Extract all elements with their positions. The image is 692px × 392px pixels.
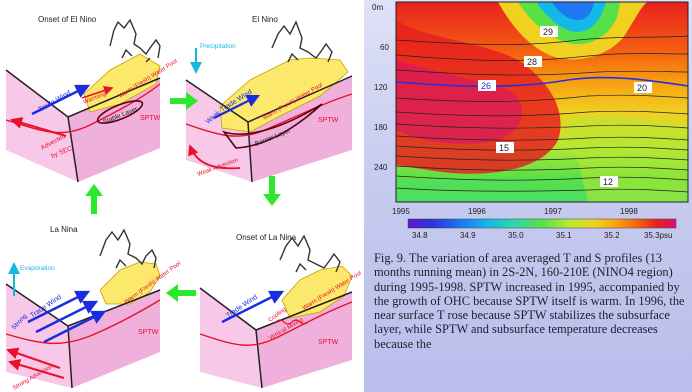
strong-wind-arrow-1 — [27, 290, 91, 324]
panel-el-nino: El Nino Precipitation Weak Trade Wind Wa… — [185, 15, 353, 183]
x-tick-label: 1997 — [544, 207, 562, 216]
contour-label: 29 — [543, 27, 553, 37]
y-tick-label: 0m — [372, 3, 383, 12]
contour-labels: 29 28 26 20 15 12 — [478, 26, 652, 187]
contour-label: 20 — [637, 83, 647, 93]
warm-pool — [281, 265, 353, 319]
coastline — [109, 18, 161, 63]
coastline — [99, 228, 157, 269]
box-outline — [5, 69, 161, 183]
x-tick-label: 1998 — [620, 207, 638, 216]
sec-arrow — [10, 117, 67, 137]
thermocline-red — [199, 301, 353, 346]
trade-wind-arrow — [213, 95, 260, 119]
box-outline — [185, 75, 353, 183]
cycle-arrow-right — [170, 92, 198, 110]
plot-frame — [395, 1, 689, 203]
colorbar-tick-label: 35.3psu — [644, 231, 672, 240]
x-axis: 1995 1996 1997 1998 — [392, 207, 638, 216]
strong-advection-arrow-1 — [6, 347, 61, 369]
label-evaporation: Evaporation — [20, 265, 55, 272]
pink-subsurface — [68, 290, 160, 388]
coastline — [279, 234, 341, 273]
trade-wind-arrow — [221, 290, 285, 324]
strong-wind-arrow-3 — [43, 310, 107, 344]
strong-wind-arrow-2 — [35, 300, 99, 334]
colorbar-ticks: 34.8 34.9 35.0 35.1 35.2 35.3psu — [412, 231, 672, 240]
pink-subsurface — [248, 76, 352, 182]
panel-onset-la-nina: Onset of La Nina Trade Wind Cooling Vert… — [199, 233, 363, 389]
x-tick-label: 1995 — [392, 207, 410, 216]
enso-schematic: Onset of El Nino Trade Wind Warming Warm… — [5, 15, 363, 392]
coastline — [271, 20, 333, 63]
contour-26 — [396, 76, 688, 88]
schematic-panel: Onset of El Nino Trade Wind Warming Warm… — [5, 15, 363, 392]
y-axis: 0m 60 120 180 240 — [372, 3, 389, 172]
label-sptw: SPTW — [318, 117, 339, 124]
colorbar-tick-label: 35.0 — [508, 231, 524, 240]
cycle-arrow-left — [166, 284, 196, 302]
label-sptw: SPTW — [318, 339, 339, 346]
box-outline — [199, 287, 353, 389]
colorbar-tick-label: 35.1 — [556, 231, 572, 240]
pink-sea-surface — [6, 284, 72, 388]
label-sptw: SPTW — [140, 115, 161, 122]
pink-subsurface — [256, 292, 352, 388]
weak-advection-curve — [188, 144, 241, 170]
colorbar-tick-label: 35.2 — [604, 231, 620, 240]
y-tick-label: 240 — [374, 163, 388, 172]
figure-caption: Fig. 9. The variation of area averaged T… — [374, 251, 685, 351]
panel-onset-el-nino: Onset of El Nino Trade Wind Warming Warm… — [5, 15, 179, 183]
pink-sea-surface — [6, 70, 78, 182]
contour-label: 15 — [499, 143, 509, 153]
trade-wind-arrow — [31, 84, 91, 116]
colorbar-tick-label: 34.9 — [460, 231, 476, 240]
ts-profile-plot: 29 28 26 20 15 12 0m 60 120 180 240 1995… — [372, 1, 689, 240]
strong-advection-arrow-2 — [8, 359, 65, 379]
warm-pool — [219, 57, 349, 133]
thermocline-red — [5, 299, 161, 345]
stable-layer-ellipse — [96, 100, 144, 124]
warm-pool — [99, 261, 161, 305]
y-tick-label: 60 — [380, 43, 389, 52]
pink-sea-surface — [186, 80, 252, 182]
y-tick-label: 120 — [374, 83, 388, 92]
colorbar-tick-label: 34.8 — [412, 231, 428, 240]
mixing-squiggle — [275, 319, 309, 325]
contour-label: 26 — [481, 81, 491, 91]
panel-title: El Nino — [252, 15, 278, 24]
panel-la-nina: La Nina Evaporation Strong Trade Wind Wa… — [5, 225, 182, 392]
contour-label: 28 — [527, 57, 537, 67]
thermocline-red — [5, 83, 161, 134]
y-tick-label: 180 — [374, 123, 388, 132]
panel-title: La Nina — [50, 225, 78, 234]
colorbar — [407, 218, 677, 229]
label-sptw: SPTW — [138, 329, 159, 336]
pink-subsurface — [68, 78, 160, 182]
warming-arrow — [81, 85, 114, 99]
panel-title: Onset of El Nino — [38, 15, 97, 24]
box-outline — [5, 283, 161, 389]
barrier-layer-outline — [221, 103, 323, 149]
warm-pool — [83, 53, 161, 113]
panel-title: Onset of La Nina — [236, 233, 297, 242]
contour-label: 12 — [603, 177, 613, 187]
cycle-arrow-up — [85, 184, 103, 214]
pink-sea-surface — [200, 288, 262, 388]
cycle-arrow-down — [263, 176, 281, 206]
label-precipitation: Precipitation — [200, 43, 236, 50]
x-tick-label: 1996 — [468, 207, 486, 216]
salinity-field — [396, 2, 688, 202]
